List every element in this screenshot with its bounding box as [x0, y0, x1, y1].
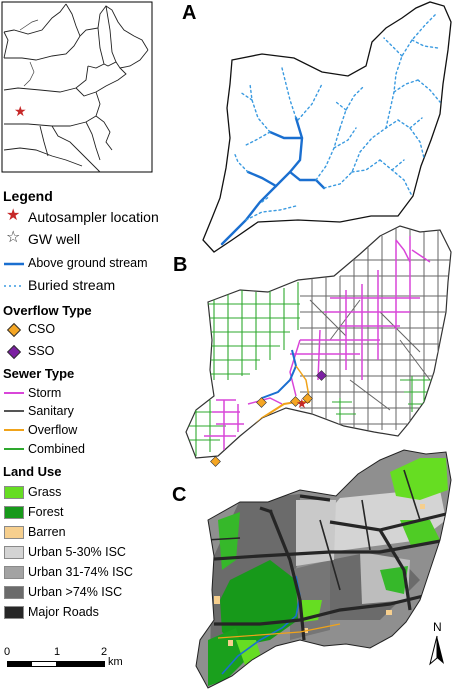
grass-legend-label: Grass — [28, 485, 62, 499]
autosampler-locator-icon: ★ — [14, 103, 27, 119]
major-roads-legend-label: Major Roads — [28, 605, 99, 619]
land-use-title: Land Use — [3, 464, 62, 479]
overflow-type-title: Overflow Type — [3, 303, 92, 318]
grass-swatch — [4, 486, 24, 499]
major-roads-swatch — [4, 606, 24, 619]
urban-low-swatch — [4, 546, 24, 559]
urban-high-legend-label: Urban >74% ISC — [28, 585, 123, 599]
scalebar-tick-1: 1 — [54, 646, 61, 658]
urban-low-legend-label: Urban 5-30% ISC — [28, 545, 126, 559]
scalebar-tick-0: 0 — [4, 646, 11, 658]
sewer-type-title: Sewer Type — [3, 366, 75, 381]
autosampler-legend-label: Autosampler location — [28, 209, 159, 225]
autosampler-legend-icon: ★ — [6, 207, 21, 224]
urban-mid-swatch — [4, 566, 24, 579]
panel-c-label: C — [172, 484, 187, 506]
autosampler-panel-b-icon: ★ — [296, 396, 308, 411]
barren-legend-label: Barren — [28, 525, 66, 539]
forest-legend-label: Forest — [28, 505, 64, 519]
panel-a-label: A — [182, 2, 197, 24]
forest-swatch — [4, 506, 24, 519]
above-stream-legend-label: Above ground stream — [28, 256, 148, 270]
scalebar-unit: km — [108, 656, 123, 668]
barren-swatch — [4, 526, 24, 539]
urban-mid-legend-label: Urban 31-74% ISC — [28, 565, 133, 579]
scalebar — [7, 661, 105, 667]
gw-well-legend-label: GW well — [28, 231, 81, 247]
overflow-legend-label: Overflow — [28, 423, 78, 437]
urban-high-swatch — [4, 586, 24, 599]
combined-legend-label: Combined — [28, 442, 85, 456]
gw-well-legend-icon: ☆ — [6, 229, 21, 246]
north-label: N — [433, 620, 442, 634]
legend-title: Legend — [3, 188, 53, 204]
sanitary-legend-label: Sanitary — [28, 404, 74, 418]
buried-stream-legend-label: Buried stream — [28, 277, 116, 293]
scalebar-tick-2: 2 — [101, 646, 108, 658]
storm-legend-label: Storm — [28, 386, 62, 400]
panel-b-label: B — [173, 254, 188, 276]
cso-legend-label: CSO — [28, 322, 56, 336]
sso-legend-label: SSO — [28, 344, 55, 358]
